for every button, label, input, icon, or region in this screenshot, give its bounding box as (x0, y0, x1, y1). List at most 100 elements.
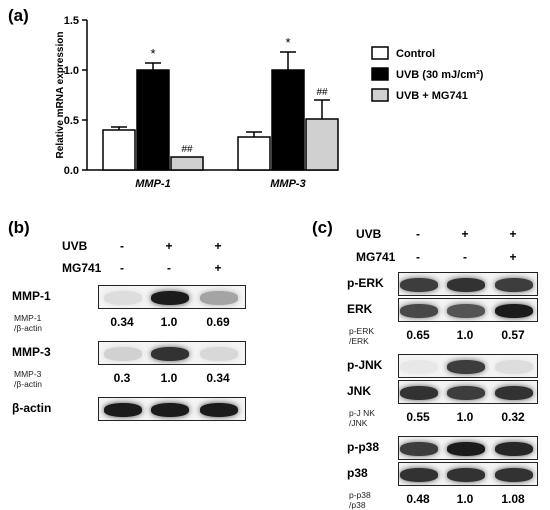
bar (237, 136, 271, 171)
ratio-value: 0.55 (406, 410, 430, 424)
legend-swatch (371, 88, 389, 102)
blot-label: MMP-3 (12, 345, 51, 359)
ratio-label: p-ERK/ERK (349, 326, 374, 346)
y-tick-label: 0.5 (64, 115, 79, 127)
ratio-value: 0.69 (206, 315, 230, 329)
blot-label: MMP-1 (12, 289, 51, 303)
legend-label: UVB + MG741 (396, 90, 468, 102)
treatment-sign: - (416, 250, 420, 264)
treatment-sign: + (509, 227, 517, 241)
ratio-label: p-J NK/JNK (349, 408, 375, 428)
bar (271, 69, 305, 171)
significance-mark: * (150, 46, 155, 61)
treatment-label: UVB (356, 227, 382, 241)
protein-band (495, 304, 533, 318)
panel-c-label: (c) (312, 218, 333, 237)
legend-label: UVB (30 mJ/cm²) (396, 69, 484, 81)
protein-band (495, 442, 533, 456)
ratio-label-line: MMP-3 (14, 369, 42, 379)
protein-band (400, 386, 438, 400)
panel-b-label: (b) (8, 218, 30, 237)
blot-image (98, 397, 246, 421)
blot-label: p-ERK (347, 276, 384, 290)
ratio-label-line: /ERK (349, 336, 369, 346)
ratio-value: 0.48 (406, 492, 430, 506)
ratio-value: 1.0 (456, 328, 474, 342)
blot-image (98, 341, 246, 365)
blot-label: ERK (347, 302, 373, 316)
y-axis-label: Relative mRNA expression (55, 32, 66, 159)
blot-image (398, 354, 538, 378)
ratio-value: 1.0 (456, 410, 474, 424)
treatment-sign: + (165, 239, 173, 253)
treatment-sign: - (120, 239, 124, 253)
ratio-label-line: /p38 (349, 500, 366, 510)
blot-label: JNK (347, 384, 372, 398)
ratio-label-line: p-J NK (349, 408, 375, 418)
x-category-label: MMP-1 (135, 178, 170, 190)
treatment-sign: + (214, 239, 222, 253)
treatment-sign: - (416, 227, 420, 241)
protein-band (200, 291, 238, 305)
blot-image (398, 298, 538, 322)
significance-mark: * (285, 35, 290, 50)
protein-band (495, 360, 533, 374)
y-tick-label: 1.5 (64, 15, 79, 27)
treatment-sign: - (463, 250, 467, 264)
ratio-value: 0.34 (110, 315, 134, 329)
protein-band (447, 468, 485, 482)
ratio-label: p-p38/p38 (349, 490, 371, 510)
blot-label: p38 (347, 466, 368, 480)
y-tick-label: 0.0 (64, 165, 79, 177)
bar (305, 118, 339, 171)
blot-image (98, 285, 246, 309)
ratio-value: 0.3 (113, 371, 131, 385)
protein-band (447, 442, 485, 456)
ratio-label-line: MMP-1 (14, 313, 42, 323)
legend-swatch (371, 46, 389, 60)
ratio-label-line: /JNK (349, 418, 368, 428)
protein-band (200, 347, 238, 361)
ratio-value: 0.34 (206, 371, 230, 385)
blot-image (398, 272, 538, 296)
protein-band (151, 291, 189, 305)
blot-image (398, 380, 538, 404)
ratio-value: 0.57 (501, 328, 525, 342)
legend-swatch (371, 67, 389, 81)
ratio-value: 0.32 (501, 410, 525, 424)
protein-band (104, 347, 142, 361)
protein-band (400, 468, 438, 482)
ratio-label: MMP-1/β-actin (14, 313, 42, 333)
protein-band (495, 278, 533, 292)
blot-image (398, 462, 538, 486)
panel-a-label: (a) (8, 6, 29, 25)
protein-band (151, 403, 189, 417)
blot-label: p-p38 (347, 440, 380, 454)
treatment-sign: + (509, 250, 517, 264)
protein-band (447, 304, 485, 318)
protein-band (151, 347, 189, 361)
ratio-label-line: /β-actin (14, 379, 43, 389)
blot-image (398, 436, 538, 460)
protein-band (400, 360, 438, 374)
protein-band (495, 468, 533, 482)
significance-mark: ## (316, 87, 328, 98)
ratio-value: 1.0 (456, 492, 474, 506)
ratio-label-line: p-p38 (349, 490, 371, 500)
protein-band (400, 442, 438, 456)
bar (102, 129, 136, 171)
protein-band (400, 278, 438, 292)
bar (136, 69, 170, 171)
protein-band (104, 403, 142, 417)
ratio-label-line: /β-actin (14, 323, 43, 333)
protein-band (447, 278, 485, 292)
treatment-label: UVB (62, 239, 88, 253)
ratio-value: 1.0 (160, 315, 178, 329)
protein-band (447, 360, 485, 374)
treatment-label: MG741 (62, 261, 102, 275)
ratio-value: 1.08 (501, 492, 525, 506)
treatment-sign: - (120, 261, 124, 275)
mrna-bar-chart: 0.0 0.5 1.0 1.5 Relative mRNA expression * ## M… (55, 15, 484, 190)
blot-label: p-JNK (347, 358, 383, 372)
ratio-value: 1.0 (160, 371, 178, 385)
